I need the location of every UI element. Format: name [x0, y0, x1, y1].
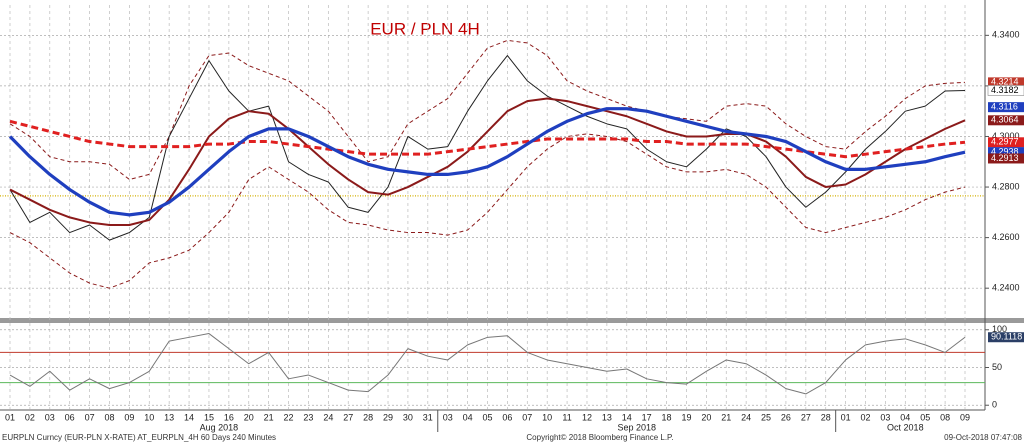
- x-tick-label: 16: [224, 412, 234, 422]
- x-tick-label: 27: [801, 412, 811, 422]
- x-tick-label: 11: [562, 412, 571, 422]
- x-tick-label: 06: [65, 412, 75, 422]
- x-tick-label: 14: [184, 412, 194, 422]
- month-label: Oct 2018: [887, 422, 924, 432]
- x-tick-label: 09: [960, 412, 970, 422]
- price-label-box: [988, 153, 1024, 164]
- x-tick-label: 27: [343, 412, 353, 422]
- x-tick-label: 17: [642, 412, 652, 422]
- x-tick-label: 28: [821, 412, 831, 422]
- x-tick-label: 22: [284, 412, 294, 422]
- x-tick-label: 28: [363, 412, 373, 422]
- price-label-box: [988, 77, 1024, 88]
- x-tick-label: 08: [104, 412, 114, 422]
- y-tick-label: 4.3400: [992, 30, 1020, 40]
- x-tick-label: 04: [463, 412, 473, 422]
- price-label: 4.3214: [991, 77, 1019, 87]
- price-label-box: [988, 332, 1024, 343]
- price-label: 4.3182: [991, 85, 1019, 95]
- x-tick-label: 02: [25, 412, 35, 422]
- x-tick-label: 20: [701, 412, 711, 422]
- y-tick-label: 4.2600: [992, 232, 1020, 242]
- x-tick-label: 31: [423, 412, 433, 422]
- series-line: [9, 333, 966, 395]
- footer-left: EURPLN Curncy (EUR-PLN X-RATE) AT_EURPLN…: [2, 433, 276, 442]
- x-tick-label: 07: [85, 412, 95, 422]
- series-line: [9, 55, 966, 241]
- x-tick-label: 25: [761, 412, 771, 422]
- panel-separator: [0, 318, 1024, 323]
- x-tick-label: 01: [5, 412, 15, 422]
- x-tick-label: 15: [204, 412, 214, 422]
- y-tick-label: 100: [992, 324, 1007, 334]
- x-tick-label: 12: [582, 412, 592, 422]
- x-tick-label: 09: [124, 412, 134, 422]
- y-tick-label: 4.3000: [992, 131, 1020, 141]
- price-label-box: [987, 85, 1024, 96]
- x-tick-label: 02: [861, 412, 871, 422]
- x-tick-label: 13: [602, 412, 612, 422]
- x-tick-label: 04: [900, 412, 910, 422]
- x-tick-label: 08: [940, 412, 950, 422]
- x-tick-label: 05: [920, 412, 930, 422]
- x-tick-label: 21: [721, 412, 731, 422]
- y-tick-label: 4.2800: [992, 181, 1020, 191]
- y-tick-label: 50: [992, 362, 1002, 372]
- x-tick-label: 30: [403, 412, 413, 422]
- y-tick-label: 4.2400: [992, 283, 1020, 293]
- x-tick-label: 18: [662, 412, 672, 422]
- x-tick-label: 01: [841, 412, 851, 422]
- price-label-box: [988, 115, 1024, 126]
- series-line: [9, 97, 966, 226]
- x-tick-label: 26: [781, 412, 791, 422]
- x-tick-label: 20: [244, 412, 254, 422]
- x-tick-label: 10: [144, 412, 154, 422]
- x-tick-label: 21: [264, 412, 274, 422]
- x-tick-label: 03: [443, 412, 453, 422]
- price-label: 4.2938: [991, 147, 1019, 157]
- footer-center: Copyright© 2018 Bloomberg Finance L.P.: [526, 433, 673, 442]
- month-label: Sep 2018: [617, 422, 656, 432]
- price-label: 4.2977: [991, 137, 1019, 147]
- price-label: 4.3116: [991, 102, 1018, 112]
- price-label: 4.3064: [991, 115, 1019, 125]
- x-tick-label: 19: [681, 412, 691, 422]
- footer-right: 09-Oct-2018 07:47:08: [944, 433, 1022, 442]
- price-label: 90.1118: [991, 332, 1022, 342]
- x-tick-label: 24: [741, 412, 751, 422]
- price-label-box: [988, 102, 1024, 113]
- x-tick-label: 23: [303, 412, 313, 422]
- series-line: [9, 133, 966, 289]
- x-tick-label: 06: [502, 412, 512, 422]
- x-tick-label: 10: [542, 412, 552, 422]
- chart-title: EUR / PLN 4H: [370, 19, 480, 38]
- x-tick-label: 29: [383, 412, 393, 422]
- x-tick-label: 13: [164, 412, 174, 422]
- x-tick-label: 07: [522, 412, 532, 422]
- month-label: Aug 2018: [200, 422, 239, 432]
- series-line: [8, 107, 966, 217]
- price-label-box: [988, 137, 1024, 148]
- x-tick-label: 14: [622, 412, 632, 422]
- x-tick-label: 03: [45, 412, 55, 422]
- x-tick-label: 05: [482, 412, 492, 422]
- x-tick-label: 03: [880, 412, 890, 422]
- x-tick-label: 24: [323, 412, 333, 422]
- price-label: 4.2913: [991, 153, 1019, 163]
- y-tick-label: 0: [992, 400, 997, 410]
- price-label-box: [988, 147, 1024, 158]
